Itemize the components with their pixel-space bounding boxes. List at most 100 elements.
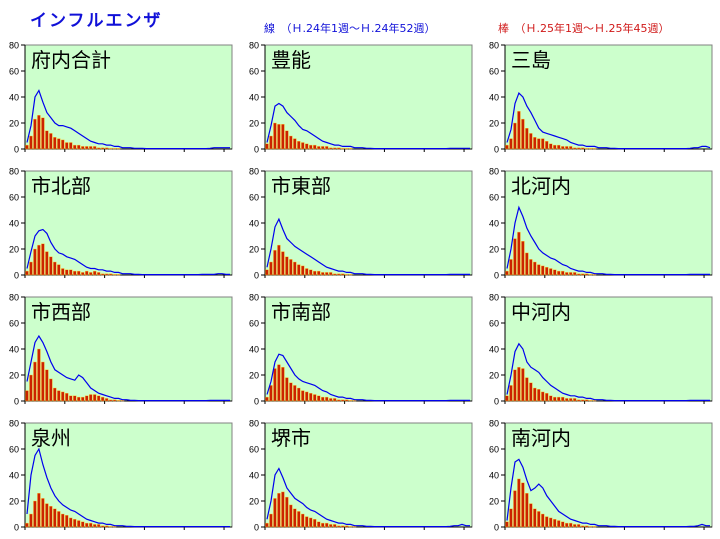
- y-tick-label: 40: [9, 471, 19, 481]
- y-tick-label: 40: [249, 93, 259, 103]
- y-tick-label: 40: [249, 345, 259, 355]
- chart-panel: 0 20 40 60 80 北河内: [489, 167, 713, 281]
- bar: [553, 144, 557, 150]
- bar: [344, 274, 349, 276]
- bar: [112, 526, 117, 528]
- chart-panel: 0 20 40 60 80 市北部: [9, 167, 233, 281]
- y-tick-label: 60: [9, 319, 19, 329]
- bar: [328, 398, 333, 402]
- bar: [69, 517, 73, 528]
- bar: [545, 516, 549, 528]
- y-tick-label: 80: [249, 41, 259, 51]
- bar: [65, 515, 69, 528]
- chart-title: 市北部: [31, 174, 91, 198]
- chart-panel: 0 20 40 60 80 府内合計: [9, 41, 233, 155]
- bar: [340, 273, 345, 276]
- bar: [301, 390, 305, 402]
- series-line: [26, 447, 230, 528]
- bar: [269, 261, 273, 276]
- bar: [69, 269, 73, 276]
- legend-bar-label: 棒 （Ｈ.25年1週～Ｈ.25年45週）: [498, 22, 670, 35]
- bar: [336, 273, 341, 276]
- bar: [340, 525, 345, 528]
- bar: [92, 394, 97, 402]
- bar: [53, 137, 57, 150]
- bar: [49, 256, 53, 276]
- chart-panel: 0 20 40 60 80 堺市: [249, 419, 473, 533]
- bar: [25, 390, 29, 402]
- y-tick-label: 60: [489, 67, 499, 77]
- bar: [49, 506, 53, 528]
- bar: [265, 396, 269, 402]
- bar: [265, 143, 269, 150]
- plot-area: [264, 296, 473, 402]
- bar: [85, 522, 89, 528]
- series-line: [506, 342, 710, 402]
- bar: [541, 513, 545, 528]
- bar: [293, 261, 297, 276]
- bar: [92, 524, 97, 528]
- bar: [561, 521, 565, 528]
- bar: [332, 273, 337, 276]
- bar: [332, 524, 337, 528]
- bar: [112, 274, 117, 276]
- bar: [509, 138, 513, 150]
- bar: [108, 526, 113, 528]
- y-tick-label: 0: [14, 523, 19, 533]
- bar: [352, 526, 357, 528]
- chart-title: 中河内: [511, 300, 571, 324]
- chart-title: 堺市: [271, 426, 311, 450]
- bar: [289, 504, 293, 528]
- bar: [49, 133, 53, 150]
- bar: [517, 231, 521, 276]
- bar: [61, 391, 65, 402]
- bar: [45, 503, 49, 528]
- y-tick-label: 60: [489, 445, 499, 455]
- bar: [96, 272, 101, 276]
- bar: [25, 270, 29, 276]
- y-tick-label: 20: [489, 119, 499, 129]
- y-tick-label: 0: [14, 271, 19, 281]
- bar: [348, 400, 353, 402]
- bar: [112, 399, 117, 402]
- bar: [568, 398, 573, 402]
- y-tick-label: 0: [14, 145, 19, 155]
- bar: [289, 259, 293, 276]
- y-tick-label: 20: [489, 371, 499, 381]
- bar: [568, 272, 573, 276]
- bar: [281, 124, 285, 150]
- bar: [88, 146, 93, 150]
- bar: [321, 272, 325, 276]
- bar: [313, 270, 317, 276]
- bar: [25, 144, 29, 150]
- bar: [592, 400, 597, 402]
- y-tick-label: 80: [9, 293, 19, 303]
- bar: [580, 399, 585, 402]
- y-tick-label: 0: [14, 397, 19, 407]
- bar: [85, 146, 89, 150]
- chart-title: 泉州: [31, 426, 71, 450]
- bar: [108, 273, 113, 276]
- bar: [57, 390, 61, 402]
- plot-area: [264, 44, 473, 150]
- bar: [525, 252, 529, 276]
- y-tick-label: 60: [9, 193, 19, 203]
- bar: [553, 269, 557, 276]
- bar: [85, 395, 89, 402]
- bar: [33, 500, 37, 528]
- bar: [313, 144, 317, 150]
- chart-title: 市東部: [271, 174, 331, 198]
- series-line: [506, 458, 710, 528]
- bar: [513, 369, 517, 402]
- bar: [513, 490, 517, 528]
- plot-area: [24, 44, 233, 150]
- series-line: [266, 353, 470, 402]
- bar: [509, 385, 513, 402]
- bar: [557, 144, 561, 150]
- bar: [584, 273, 589, 276]
- bar: [321, 396, 325, 402]
- y-tick-label: 80: [489, 167, 499, 177]
- bar: [49, 378, 53, 402]
- y-tick-label: 40: [9, 345, 19, 355]
